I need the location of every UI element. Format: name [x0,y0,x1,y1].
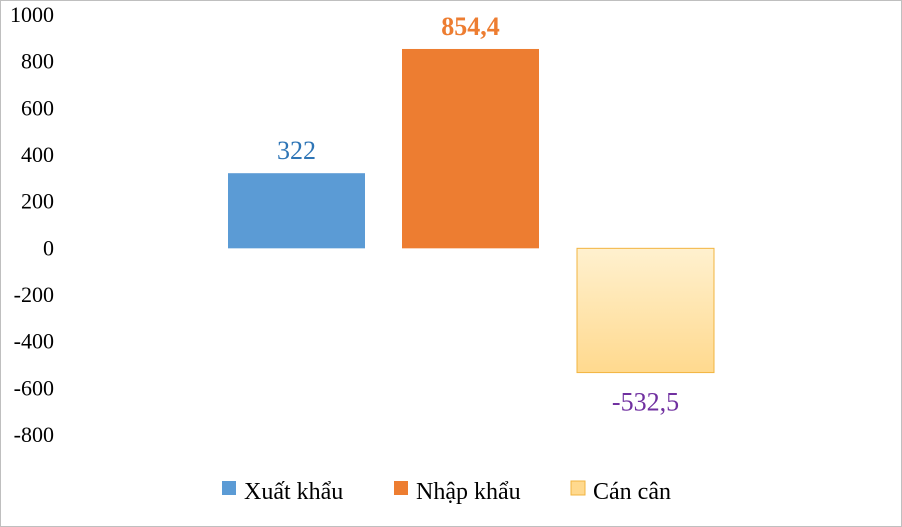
y-tick-label: -800 [14,422,54,447]
y-tick-label: 800 [21,49,54,74]
y-axis: 1000 800 600 400 200 0 -200 -400 -600 -800 [10,2,54,447]
legend-item-nhap-khau-label: Nhập khẩu [416,479,521,505]
y-tick-label: -400 [14,329,54,354]
bar-xuat-khau [228,173,365,249]
y-tick-label: 400 [21,142,54,167]
data-label-can-can: -532,5 [612,388,679,417]
legend-item-nhap-khau-swatch [394,481,408,495]
legend-item-xuat-khau-swatch [222,481,236,495]
y-tick-label: -600 [14,375,54,400]
bar-nhap-khau [402,48,539,249]
y-tick-label: 600 [21,95,54,120]
y-tick-label: -200 [14,282,54,307]
bars [228,48,715,374]
data-label-xuat-khau: 322 [277,136,316,165]
legend-item-can-can-label: Cán cân [593,479,671,505]
legend-item-can-can-swatch [570,480,586,496]
y-tick-label: 0 [43,235,54,260]
legend-item-xuat-khau-label: Xuất khẩu [244,479,343,505]
y-tick-label: 1000 [10,2,54,27]
y-tick-label: 200 [21,189,54,214]
data-labels: 322 854,4 -532,5 [277,12,679,417]
data-label-nhap-khau: 854,4 [441,12,500,41]
legend: Xuất khẩu Nhập khẩu Cán cân [222,479,671,505]
bar-can-can [576,247,715,374]
